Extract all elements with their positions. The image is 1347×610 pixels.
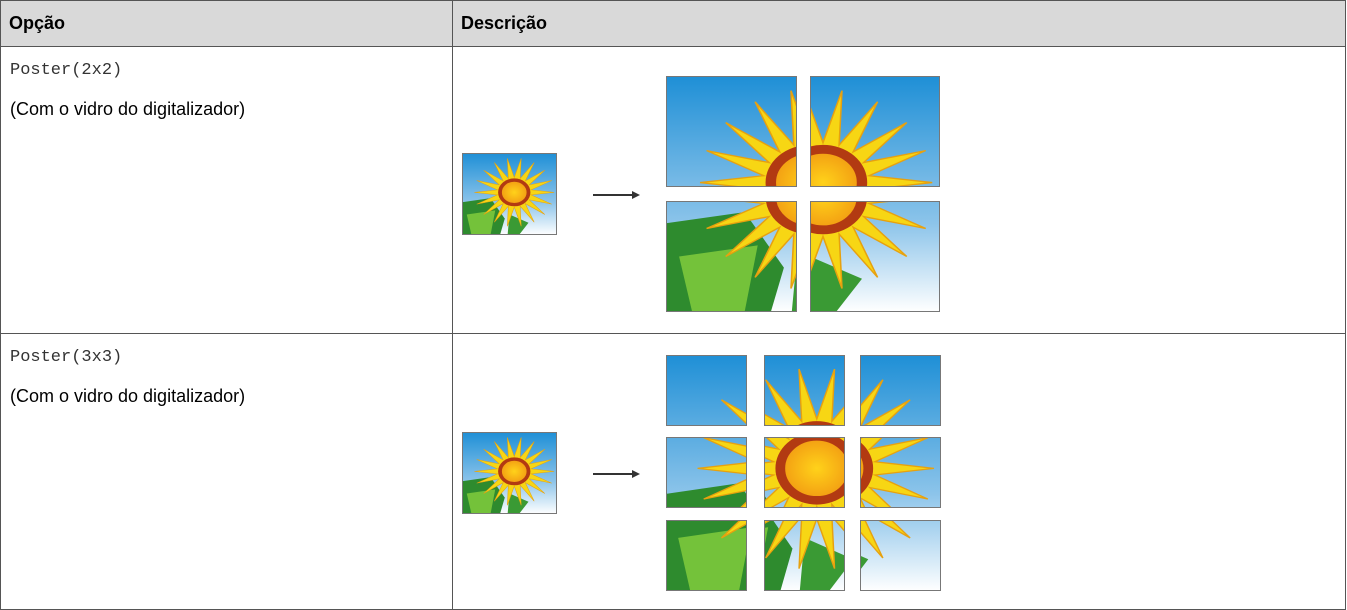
tile-border: [810, 201, 940, 312]
tile-border: [764, 437, 845, 508]
option-note: (Com o vidro do digitalizador): [10, 386, 246, 406]
header-cell: Opção: [0, 0, 453, 47]
tile-border: [860, 520, 941, 591]
poster-tiles: [462, 76, 941, 591]
tile-border: [764, 355, 845, 426]
tile-border: [860, 355, 941, 426]
tile-border: [860, 437, 941, 508]
tile-border: [666, 355, 747, 426]
tile-border: [810, 76, 940, 187]
tile-border: [462, 432, 557, 514]
tile-border: [666, 520, 747, 591]
tile-border: [666, 201, 797, 312]
option-note: (Com o vidro do digitalizador): [10, 99, 246, 119]
original-image: [462, 432, 557, 514]
header-text: Opção: [9, 13, 66, 33]
arrow: [593, 191, 640, 478]
original-image: [462, 153, 557, 235]
header-text: Descrição: [461, 13, 548, 33]
tile-border: [462, 153, 557, 235]
option-name: Poster(3x3): [10, 348, 123, 367]
tile-image: [462, 153, 557, 235]
tile-border: [764, 520, 845, 591]
tile-image: [462, 432, 557, 514]
tile-border: [666, 437, 747, 508]
tile-border: [666, 76, 797, 187]
option-name: Poster(2x2): [10, 61, 123, 80]
